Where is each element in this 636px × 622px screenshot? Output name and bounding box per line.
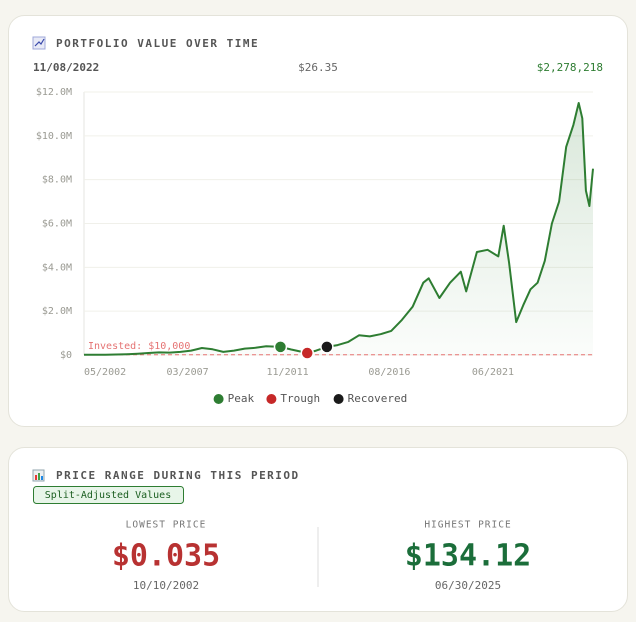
legend-dot — [333, 394, 344, 404]
plot: $0 $2.0M $4.0M $6.0M $8.0M $10.0M $12.0M 05/200… — [36, 87, 594, 405]
x-tick-label: 08/2016 — [368, 367, 410, 378]
y-tick-label: $0 — [60, 350, 72, 361]
range-icon — [32, 469, 45, 482]
x-tick-label: 03/2007 — [167, 367, 209, 378]
low-label: LOWEST PRICE — [126, 520, 207, 531]
legend-dot — [266, 394, 277, 404]
y-tick-label: $4.0M — [42, 262, 72, 273]
high-value: $134.12 — [405, 539, 531, 574]
badge — [33, 486, 184, 504]
marker — [300, 346, 314, 360]
y-tick-label: $6.0M — [42, 219, 72, 230]
y-tick-label: $8.0M — [42, 175, 72, 186]
legend-label: Peak — [228, 392, 255, 405]
low-date: 10/10/2002 — [133, 579, 199, 592]
legend-label: Trough — [280, 392, 320, 405]
card-title: PORTFOLIO VALUE OVER TIME — [56, 37, 259, 50]
marker — [273, 340, 288, 354]
hover-value: $2,278,218 — [537, 61, 603, 74]
x-tick-label: 11/2011 — [267, 367, 309, 378]
x-tick-label: 06/2021 — [472, 367, 514, 378]
hover-date: 11/08/2022 — [33, 61, 99, 74]
y-tick-label: $12.0M — [36, 87, 72, 98]
range-title: PRICE RANGE DURING THIS PERIOD — [56, 469, 300, 482]
legend-label: Recovered — [348, 392, 408, 405]
legend-dot — [213, 394, 224, 404]
chart-card — [8, 15, 628, 427]
low-value: $0.035 — [112, 539, 220, 574]
y-tick-label: $2.0M — [42, 306, 72, 317]
hover-price: $26.35 — [298, 61, 338, 74]
line — [84, 102, 594, 356]
high-label: HIGHEST PRICE — [424, 520, 511, 531]
marker — [320, 340, 334, 354]
invested-label: Invested: $10,000 — [88, 341, 190, 352]
y-tick-label: $10.0M — [36, 131, 72, 142]
high-date: 06/30/2025 — [435, 579, 501, 592]
chart-icon — [32, 36, 46, 50]
badge-text: Split-Adjusted Values — [45, 490, 171, 501]
x-tick-label: 05/2002 — [84, 367, 126, 378]
